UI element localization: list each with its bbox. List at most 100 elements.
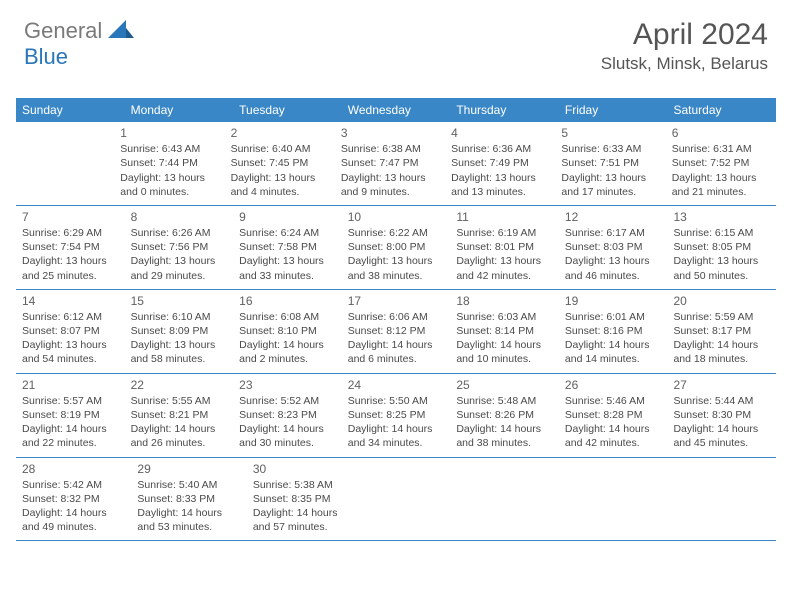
sunset-text: Sunset: 8:21 PM xyxy=(131,408,228,422)
sunset-text: Sunset: 7:56 PM xyxy=(131,240,228,254)
day-number: 19 xyxy=(565,293,662,309)
daylight-text: Daylight: 14 hours xyxy=(22,506,125,520)
sunset-text: Sunset: 8:33 PM xyxy=(137,492,240,506)
sunrise-text: Sunrise: 5:42 AM xyxy=(22,478,125,492)
empty-cell xyxy=(16,122,114,205)
day-number: 11 xyxy=(456,209,553,225)
sunrise-text: Sunrise: 5:59 AM xyxy=(673,310,770,324)
daylight-text: and 58 minutes. xyxy=(131,352,228,366)
daylight-text: and 10 minutes. xyxy=(456,352,553,366)
daylight-text: Daylight: 13 hours xyxy=(673,254,770,268)
daylight-text: and 53 minutes. xyxy=(137,520,240,534)
sunset-text: Sunset: 8:32 PM xyxy=(22,492,125,506)
day-number: 21 xyxy=(22,377,119,393)
sunrise-text: Sunrise: 5:50 AM xyxy=(348,394,445,408)
month-title: April 2024 xyxy=(601,18,768,52)
daylight-text: Daylight: 13 hours xyxy=(22,338,119,352)
daylight-text: Daylight: 14 hours xyxy=(673,422,770,436)
daylight-text: Daylight: 14 hours xyxy=(348,338,445,352)
sunset-text: Sunset: 8:10 PM xyxy=(239,324,336,338)
day-number: 27 xyxy=(673,377,770,393)
day-number: 23 xyxy=(239,377,336,393)
sunset-text: Sunset: 8:17 PM xyxy=(673,324,770,338)
sunset-text: Sunset: 8:03 PM xyxy=(565,240,662,254)
daylight-text: Daylight: 13 hours xyxy=(565,254,662,268)
day-number: 30 xyxy=(253,461,356,477)
day-number: 22 xyxy=(131,377,228,393)
sunset-text: Sunset: 7:52 PM xyxy=(672,156,770,170)
day-number: 14 xyxy=(22,293,119,309)
daylight-text: Daylight: 13 hours xyxy=(341,171,439,185)
day-header: Friday xyxy=(559,98,668,122)
sunrise-text: Sunrise: 5:48 AM xyxy=(456,394,553,408)
sunrise-text: Sunrise: 5:52 AM xyxy=(239,394,336,408)
day-header: Saturday xyxy=(667,98,776,122)
daylight-text: Daylight: 13 hours xyxy=(672,171,770,185)
sunset-text: Sunset: 7:51 PM xyxy=(561,156,659,170)
day-number: 9 xyxy=(239,209,336,225)
day-cell: 4Sunrise: 6:36 AMSunset: 7:49 PMDaylight… xyxy=(445,122,555,205)
day-header: Monday xyxy=(125,98,234,122)
day-cell: 29Sunrise: 5:40 AMSunset: 8:33 PMDayligh… xyxy=(131,458,246,541)
day-number: 7 xyxy=(22,209,119,225)
day-cell: 9Sunrise: 6:24 AMSunset: 7:58 PMDaylight… xyxy=(233,206,342,289)
daylight-text: and 25 minutes. xyxy=(22,269,119,283)
daylight-text: and 46 minutes. xyxy=(565,269,662,283)
daylight-text: Daylight: 13 hours xyxy=(456,254,553,268)
sunset-text: Sunset: 8:09 PM xyxy=(131,324,228,338)
day-cell: 27Sunrise: 5:44 AMSunset: 8:30 PMDayligh… xyxy=(667,374,776,457)
day-cell: 12Sunrise: 6:17 AMSunset: 8:03 PMDayligh… xyxy=(559,206,668,289)
sunrise-text: Sunrise: 5:57 AM xyxy=(22,394,119,408)
sunrise-text: Sunrise: 6:08 AM xyxy=(239,310,336,324)
day-cell: 10Sunrise: 6:22 AMSunset: 8:00 PMDayligh… xyxy=(342,206,451,289)
day-number: 2 xyxy=(231,125,329,141)
day-number: 3 xyxy=(341,125,439,141)
day-cell: 23Sunrise: 5:52 AMSunset: 8:23 PMDayligh… xyxy=(233,374,342,457)
sunrise-text: Sunrise: 5:44 AM xyxy=(673,394,770,408)
day-cell: 20Sunrise: 5:59 AMSunset: 8:17 PMDayligh… xyxy=(667,290,776,373)
empty-cell xyxy=(466,458,569,541)
daylight-text: Daylight: 14 hours xyxy=(131,422,228,436)
sunrise-text: Sunrise: 6:43 AM xyxy=(120,142,218,156)
daylight-text: and 49 minutes. xyxy=(22,520,125,534)
sunrise-text: Sunrise: 6:10 AM xyxy=(131,310,228,324)
sunrise-text: Sunrise: 6:17 AM xyxy=(565,226,662,240)
daylight-text: Daylight: 14 hours xyxy=(239,338,336,352)
daylight-text: and 50 minutes. xyxy=(673,269,770,283)
sunrise-text: Sunrise: 5:46 AM xyxy=(565,394,662,408)
sunrise-text: Sunrise: 5:38 AM xyxy=(253,478,356,492)
sunrise-text: Sunrise: 6:38 AM xyxy=(341,142,439,156)
day-cell: 25Sunrise: 5:48 AMSunset: 8:26 PMDayligh… xyxy=(450,374,559,457)
daylight-text: and 34 minutes. xyxy=(348,436,445,450)
daylight-text: Daylight: 13 hours xyxy=(231,171,329,185)
daylight-text: Daylight: 13 hours xyxy=(348,254,445,268)
sunrise-text: Sunrise: 6:24 AM xyxy=(239,226,336,240)
sunrise-text: Sunrise: 6:22 AM xyxy=(348,226,445,240)
sunset-text: Sunset: 8:07 PM xyxy=(22,324,119,338)
sunrise-text: Sunrise: 6:01 AM xyxy=(565,310,662,324)
day-header: Tuesday xyxy=(233,98,342,122)
day-cell: 3Sunrise: 6:38 AMSunset: 7:47 PMDaylight… xyxy=(335,122,445,205)
week-row: 1Sunrise: 6:43 AMSunset: 7:44 PMDaylight… xyxy=(16,122,776,206)
day-cell: 18Sunrise: 6:03 AMSunset: 8:14 PMDayligh… xyxy=(450,290,559,373)
day-number: 15 xyxy=(131,293,228,309)
daylight-text: Daylight: 14 hours xyxy=(239,422,336,436)
sunset-text: Sunset: 8:14 PM xyxy=(456,324,553,338)
daylight-text: Daylight: 13 hours xyxy=(131,254,228,268)
sunset-text: Sunset: 7:45 PM xyxy=(231,156,329,170)
daylight-text: and 17 minutes. xyxy=(561,185,659,199)
daylight-text: and 33 minutes. xyxy=(239,269,336,283)
day-cell: 26Sunrise: 5:46 AMSunset: 8:28 PMDayligh… xyxy=(559,374,668,457)
week-row: 14Sunrise: 6:12 AMSunset: 8:07 PMDayligh… xyxy=(16,290,776,374)
week-row: 28Sunrise: 5:42 AMSunset: 8:32 PMDayligh… xyxy=(16,458,776,542)
location-text: Slutsk, Minsk, Belarus xyxy=(601,54,768,74)
sunset-text: Sunset: 8:00 PM xyxy=(348,240,445,254)
day-number: 20 xyxy=(673,293,770,309)
sunset-text: Sunset: 8:26 PM xyxy=(456,408,553,422)
day-cell: 16Sunrise: 6:08 AMSunset: 8:10 PMDayligh… xyxy=(233,290,342,373)
day-cell: 13Sunrise: 6:15 AMSunset: 8:05 PMDayligh… xyxy=(667,206,776,289)
day-cell: 1Sunrise: 6:43 AMSunset: 7:44 PMDaylight… xyxy=(114,122,224,205)
day-cell: 8Sunrise: 6:26 AMSunset: 7:56 PMDaylight… xyxy=(125,206,234,289)
daylight-text: Daylight: 13 hours xyxy=(131,338,228,352)
day-number: 17 xyxy=(348,293,445,309)
